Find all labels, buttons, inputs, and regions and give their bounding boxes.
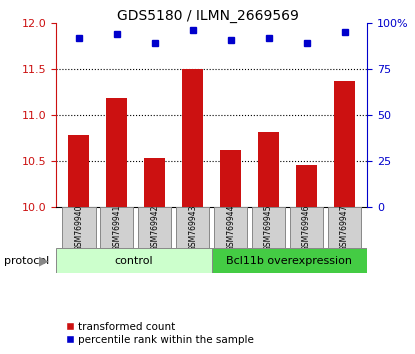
Bar xyxy=(258,132,279,207)
Bar xyxy=(138,207,171,248)
Text: Bcl11b overexpression: Bcl11b overexpression xyxy=(227,256,352,266)
Bar xyxy=(328,207,361,248)
Text: control: control xyxy=(115,256,153,266)
Bar xyxy=(62,207,95,248)
Bar xyxy=(212,248,367,273)
Text: GSM769946: GSM769946 xyxy=(302,204,311,251)
Text: GSM769943: GSM769943 xyxy=(188,204,197,251)
Text: GSM769947: GSM769947 xyxy=(340,204,349,251)
Bar xyxy=(144,158,165,207)
Text: GSM769945: GSM769945 xyxy=(264,204,273,251)
Bar xyxy=(100,207,134,248)
Text: GDS5180 / ILMN_2669569: GDS5180 / ILMN_2669569 xyxy=(117,9,298,23)
Bar xyxy=(106,98,127,207)
Legend: transformed count, percentile rank within the sample: transformed count, percentile rank withi… xyxy=(61,317,258,349)
Bar xyxy=(290,207,323,248)
Bar xyxy=(176,207,210,248)
Bar xyxy=(68,135,89,207)
Bar xyxy=(56,248,212,273)
Bar xyxy=(296,165,317,207)
Text: GSM769940: GSM769940 xyxy=(74,204,83,251)
Text: GSM769944: GSM769944 xyxy=(226,204,235,251)
Text: protocol: protocol xyxy=(4,256,49,266)
Bar xyxy=(182,69,203,207)
Bar xyxy=(214,207,247,248)
Bar xyxy=(252,207,285,248)
Text: GSM769941: GSM769941 xyxy=(112,204,121,251)
Bar xyxy=(334,81,355,207)
Text: ▶: ▶ xyxy=(39,254,48,267)
Text: GSM769942: GSM769942 xyxy=(150,204,159,251)
Bar xyxy=(220,150,241,207)
